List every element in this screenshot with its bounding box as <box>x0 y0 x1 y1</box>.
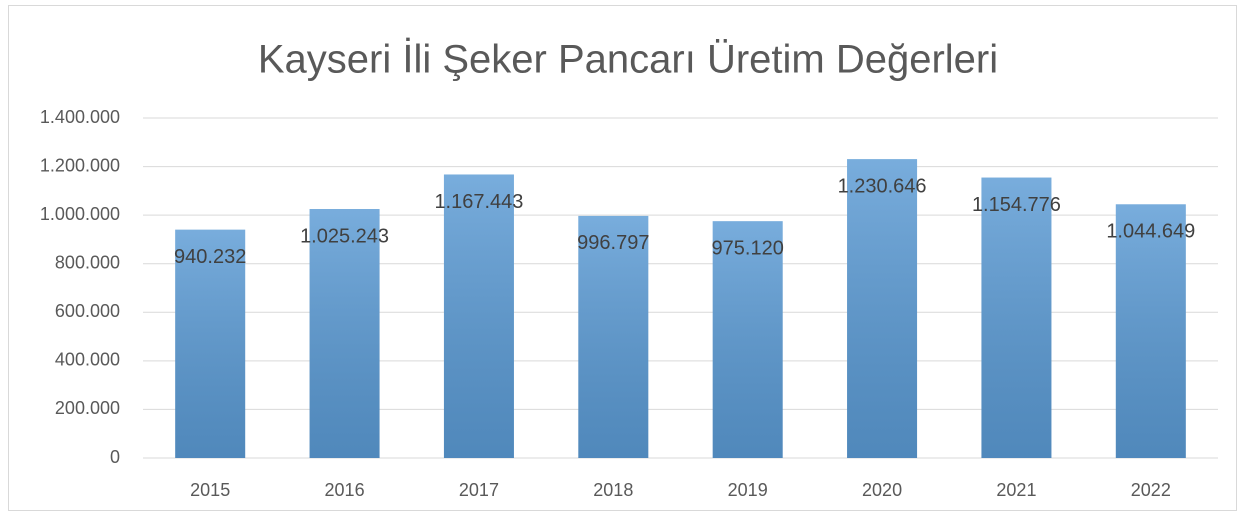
chart-title: Kayseri İli Şeker Pancarı Üretim Değerle… <box>258 37 998 82</box>
y-tick-label: 200.000 <box>55 398 120 418</box>
data-label: 975.120 <box>712 237 784 259</box>
data-label: 1.230.646 <box>838 175 927 197</box>
data-label: 996.797 <box>577 232 649 254</box>
y-tick-label: 400.000 <box>55 350 120 370</box>
y-tick-label: 1.400.000 <box>40 107 120 127</box>
y-tick-label: 1.000.000 <box>40 204 120 224</box>
y-tick-label: 1.200.000 <box>40 155 120 175</box>
data-label: 940.232 <box>174 246 246 268</box>
bar-shade <box>175 229 246 458</box>
x-tick-label: 2019 <box>728 480 768 500</box>
y-tick-label: 600.000 <box>55 301 120 321</box>
bar-shade <box>443 174 514 458</box>
x-tick-label: 2015 <box>190 480 230 500</box>
data-label: 1.044.649 <box>1106 221 1195 243</box>
x-tick-label: 2022 <box>1131 480 1171 500</box>
x-tick-label: 2017 <box>459 480 499 500</box>
bar-shade <box>981 177 1052 459</box>
x-tick-label: 2021 <box>996 480 1036 500</box>
bar-shade <box>1115 204 1186 458</box>
y-tick-label: 800.000 <box>55 252 120 272</box>
x-tick-label: 2018 <box>593 480 633 500</box>
y-tick-label: 0 <box>110 447 120 467</box>
bar-shade <box>847 159 918 458</box>
x-tick-label: 2016 <box>325 480 365 500</box>
x-tick-label: 2020 <box>862 480 902 500</box>
data-label: 1.167.443 <box>434 191 523 213</box>
bar-shade <box>578 215 649 458</box>
data-label: 1.154.776 <box>972 194 1061 216</box>
bar-shade <box>712 221 783 458</box>
data-label: 1.025.243 <box>300 225 389 247</box>
bar-shade <box>309 209 380 458</box>
